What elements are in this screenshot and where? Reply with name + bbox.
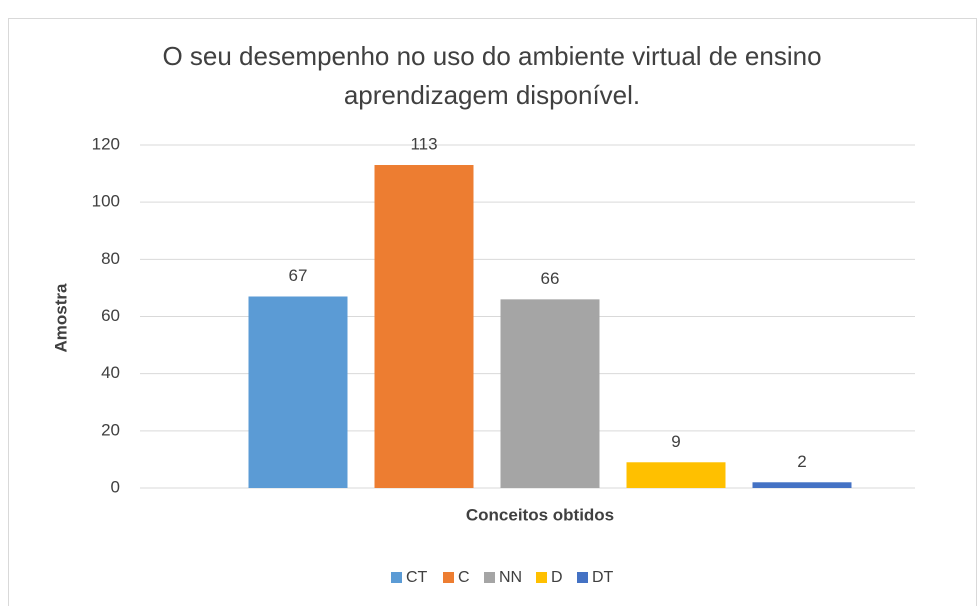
y-tick-label: 0	[111, 477, 120, 496]
legend-swatch	[484, 572, 495, 583]
legend-label: D	[551, 569, 563, 586]
legend-swatch	[577, 572, 588, 583]
bar	[626, 462, 726, 488]
bar	[752, 482, 852, 488]
x-axis-title: Conceitos obtidos	[466, 505, 614, 524]
legend-label: C	[458, 569, 470, 586]
bar	[248, 296, 348, 488]
legend-label: CT	[406, 569, 428, 586]
data-label: 2	[797, 452, 806, 471]
chart-title: aprendizagem disponível.	[344, 80, 640, 110]
y-tick-label: 120	[92, 134, 120, 153]
y-tick-label: 60	[101, 306, 120, 325]
data-label: 66	[541, 269, 560, 288]
legend-label: NN	[499, 569, 522, 586]
data-label: 67	[289, 266, 308, 285]
bar	[374, 165, 474, 488]
y-axis-title: Amostra	[51, 283, 70, 353]
y-tick-label: 40	[101, 363, 120, 382]
y-tick-label: 20	[101, 420, 120, 439]
bar	[500, 299, 600, 488]
data-label: 113	[410, 134, 437, 153]
legend-label: DT	[592, 569, 614, 586]
chart-border	[8, 18, 977, 606]
legend-swatch	[536, 572, 547, 583]
legend-swatch	[443, 572, 454, 583]
y-tick-label: 80	[101, 249, 120, 268]
chart-title: O seu desempenho no uso do ambiente virt…	[162, 41, 821, 71]
legend-swatch	[391, 572, 402, 583]
data-label: 9	[671, 432, 680, 451]
y-tick-label: 100	[92, 192, 120, 211]
